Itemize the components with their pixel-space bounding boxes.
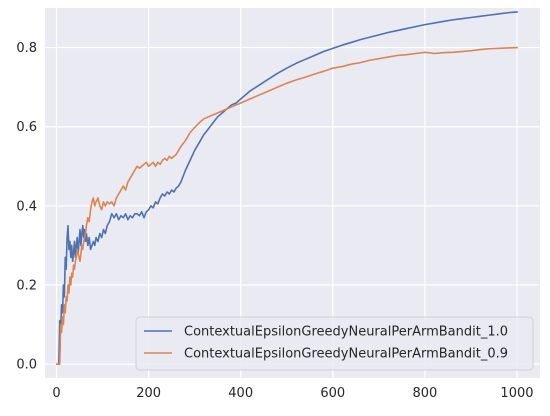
x-tick-label: 1000 (500, 386, 533, 401)
y-tick-label: 0.4 (16, 199, 37, 214)
legend-label-0: ContextualEpsilonGreedyNeuralPerArmBandi… (184, 325, 508, 340)
y-tick-label: 0.6 (16, 120, 37, 135)
legend: ContextualEpsilonGreedyNeuralPerArmBandi… (135, 316, 534, 371)
x-tick-label: 400 (228, 386, 253, 401)
x-tick-label: 600 (320, 386, 345, 401)
plot-area (45, 8, 540, 378)
series-line-1 (56, 46, 518, 365)
x-axis-ticks: 0 200 400 600 800 1000 (52, 386, 533, 401)
y-tick-label: 0.0 (16, 358, 37, 373)
legend-label-1: ContextualEpsilonGreedyNeuralPerArmBandi… (184, 347, 508, 362)
y-tick-label: 0.2 (16, 279, 37, 294)
x-tick-label: 800 (412, 386, 437, 401)
series-line-0 (56, 11, 518, 365)
legend-box (135, 316, 534, 371)
y-axis-ticks: 0.0 0.2 0.4 0.6 0.8 (16, 41, 37, 373)
y-tick-label: 0.8 (16, 41, 37, 56)
x-tick-label: 200 (136, 386, 161, 401)
series-layer (56, 11, 518, 365)
x-tick-label: 0 (52, 386, 60, 401)
